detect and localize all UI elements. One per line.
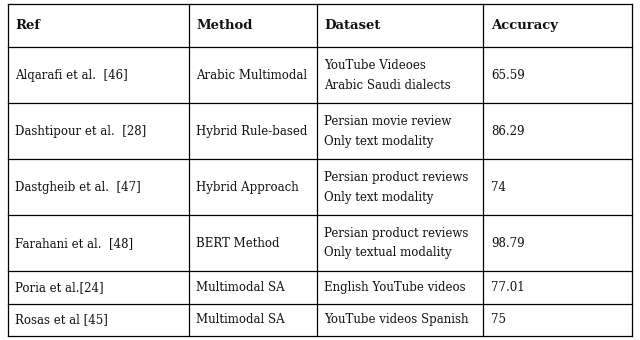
Text: Multimodal SA: Multimodal SA [196,281,285,294]
Text: Only text modality: Only text modality [324,191,434,204]
Text: BERT Method: BERT Method [196,237,280,250]
Text: Arabic Multimodal: Arabic Multimodal [196,69,308,82]
Text: Only text modality: Only text modality [324,135,434,148]
Text: Accuracy: Accuracy [491,19,558,32]
Text: Persian movie review: Persian movie review [324,115,452,128]
Text: Rosas et al [45]: Rosas et al [45] [15,313,108,326]
Text: 77.01: 77.01 [491,281,525,294]
Text: Persian product reviews: Persian product reviews [324,171,469,184]
Text: Alqarafi et al.  [46]: Alqarafi et al. [46] [15,69,128,82]
Text: YouTube videos Spanish: YouTube videos Spanish [324,313,469,326]
Text: YouTube Videoes: YouTube Videoes [324,59,426,72]
Text: Hybrid Rule-based: Hybrid Rule-based [196,125,308,138]
Text: 75: 75 [491,313,506,326]
Text: Persian product reviews: Persian product reviews [324,227,469,240]
Text: Only textual modality: Only textual modality [324,246,452,259]
Text: 65.59: 65.59 [491,69,525,82]
Text: 98.79: 98.79 [491,237,525,250]
Text: Arabic Saudi dialects: Arabic Saudi dialects [324,79,451,92]
Text: 86.29: 86.29 [491,125,524,138]
Text: 74: 74 [491,181,506,194]
Text: Method: Method [196,19,253,32]
Text: Dastgheib et al.  [47]: Dastgheib et al. [47] [15,181,141,194]
Text: English YouTube videos: English YouTube videos [324,281,466,294]
Text: Multimodal SA: Multimodal SA [196,313,285,326]
Text: Dataset: Dataset [324,19,381,32]
Text: Dashtipour et al.  [28]: Dashtipour et al. [28] [15,125,147,138]
Text: Farahani et al.  [48]: Farahani et al. [48] [15,237,134,250]
Text: Poria et al.[24]: Poria et al.[24] [15,281,104,294]
Text: Ref: Ref [15,19,40,32]
Text: Hybrid Approach: Hybrid Approach [196,181,300,194]
